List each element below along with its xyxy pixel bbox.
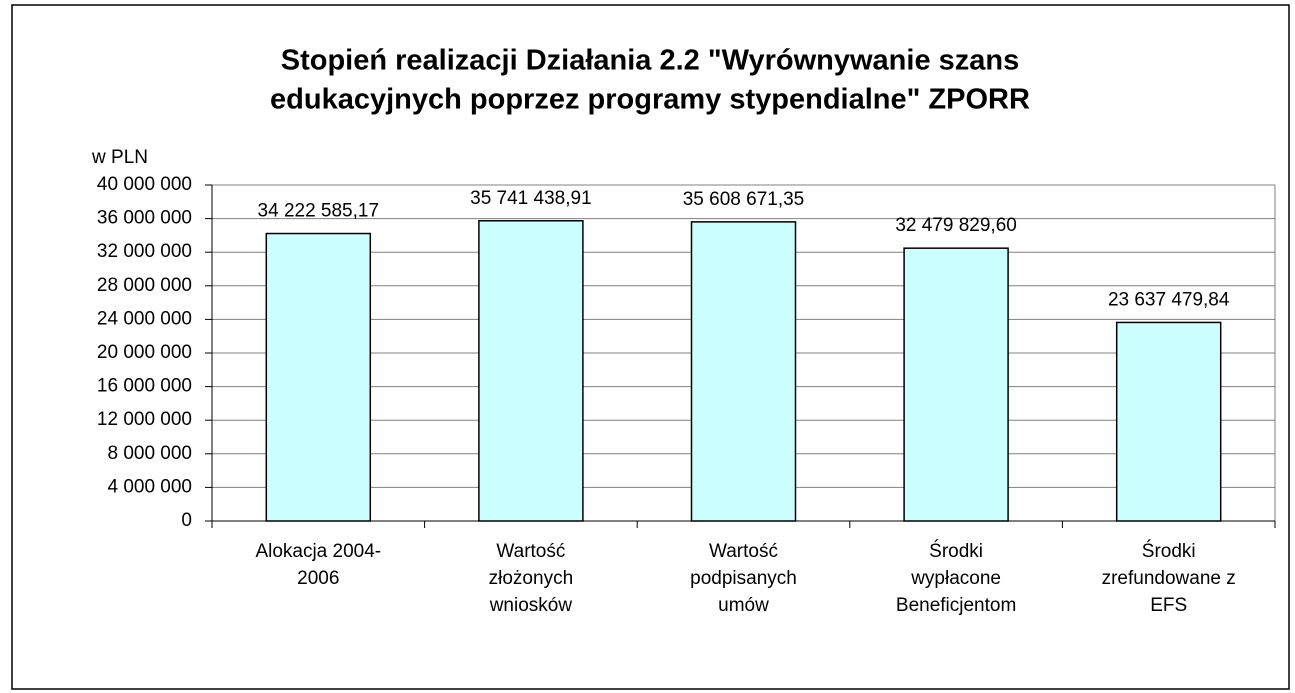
x-tick-label: Środki xyxy=(929,540,983,562)
x-tick-label: Środki xyxy=(1142,540,1196,562)
value-label: 34 222 585,17 xyxy=(258,201,380,222)
y-tick-label: 40 000 000 xyxy=(97,174,192,195)
value-label: 32 479 829,60 xyxy=(895,215,1017,236)
y-tick-label: 4 000 000 xyxy=(107,476,192,497)
chart-title: Stopień realizacji Działania 2.2 "Wyrówn… xyxy=(281,45,1019,77)
y-tick-label: 28 000 000 xyxy=(97,275,192,296)
bar xyxy=(265,232,372,522)
y-axis-label: w PLN xyxy=(91,147,148,168)
y-tick-label: 20 000 000 xyxy=(97,342,192,363)
bar xyxy=(1115,321,1222,522)
bar xyxy=(478,220,584,522)
y-tick-label: 36 000 000 xyxy=(97,208,192,229)
x-tick-label: podpisanych xyxy=(690,568,797,589)
x-tick-label: wypłacone xyxy=(910,568,1001,589)
value-label: 23 637 479,84 xyxy=(1108,289,1230,310)
x-tick-label: 2006 xyxy=(297,568,339,589)
x-tick-label: wniosków xyxy=(489,595,573,616)
x-tick-label: Wartość xyxy=(709,541,778,562)
x-tick-label: Wartość xyxy=(496,541,565,562)
y-tick-label: 24 000 000 xyxy=(97,308,192,329)
x-tick-label: EFS xyxy=(1150,595,1187,616)
value-label: 35 608 671,35 xyxy=(683,189,805,210)
x-tick-label: zrefundowane z xyxy=(1102,568,1236,589)
bar xyxy=(903,247,1009,522)
y-tick-label: 0 xyxy=(181,510,192,531)
y-tick-label: 32 000 000 xyxy=(97,241,192,262)
value-label: 35 741 438,91 xyxy=(470,188,592,209)
x-tick-label: złożonych xyxy=(489,568,574,589)
chart-title: edukacyjnych poprzez programy stypendial… xyxy=(270,84,1030,116)
y-tick-label: 12 000 000 xyxy=(97,409,192,430)
x-tick-label: Alokacja 2004- xyxy=(255,541,381,562)
x-tick-label: umów xyxy=(718,595,769,616)
y-tick-label: 16 000 000 xyxy=(97,376,192,397)
y-tick-label: 8 000 000 xyxy=(107,443,192,464)
x-tick-label: Beneficjentom xyxy=(896,595,1016,616)
bar xyxy=(690,221,797,522)
